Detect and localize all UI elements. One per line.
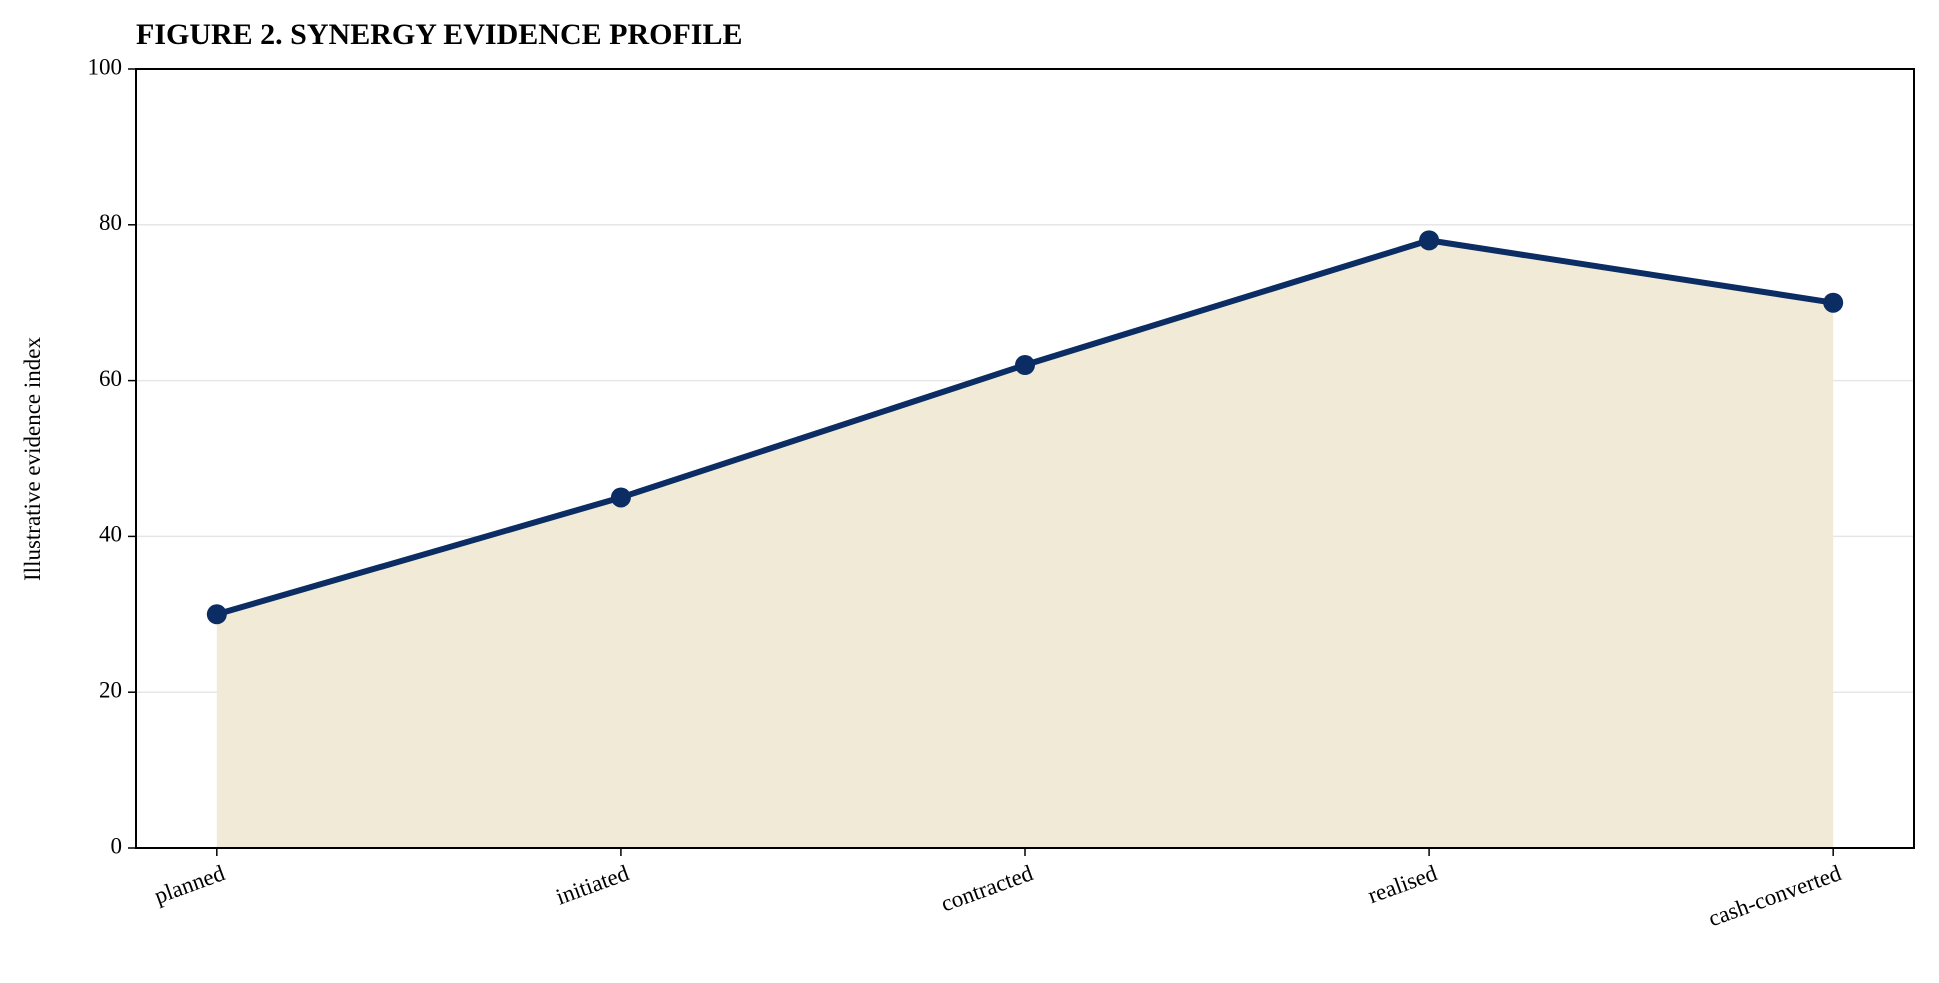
x-tick-label: planned: [151, 860, 228, 909]
y-axis-label: Illustrative evidence index: [20, 337, 45, 581]
chart-title: FIGURE 2. SYNERGY EVIDENCE PROFILE: [136, 18, 742, 51]
y-tick-label: 0: [111, 833, 123, 858]
y-tick-label: 20: [99, 677, 122, 702]
area-fill: [216, 240, 1834, 848]
x-tick-label: cash-converted: [1705, 860, 1845, 931]
y-tick-label: 60: [99, 366, 122, 391]
marker: [610, 487, 631, 508]
marker: [206, 604, 227, 625]
x-tick-label: initiated: [553, 860, 633, 909]
marker: [1015, 355, 1035, 376]
y-tick-label: 80: [99, 210, 122, 235]
y-tick-label: 100: [88, 54, 123, 79]
y-tick-label: 40: [99, 522, 122, 547]
marker: [1823, 292, 1844, 313]
x-tick-label: realised: [1365, 860, 1441, 908]
x-tick-label: contracted: [938, 860, 1037, 916]
marker: [1419, 230, 1440, 251]
